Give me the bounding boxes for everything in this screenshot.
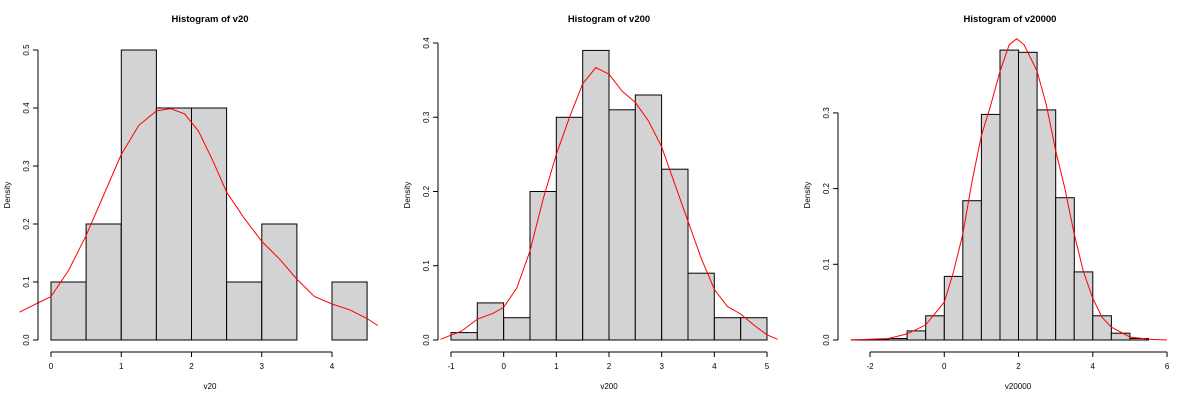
x-tick-label: 4 [712, 362, 717, 371]
y-tick-label: 0.1 [22, 276, 31, 288]
y-tick-label: 0.2 [822, 182, 831, 194]
histogram-bar [476, 302, 505, 341]
histogram-bar [120, 49, 157, 341]
histogram-bar [1036, 109, 1057, 341]
x-tick-label: 5 [765, 362, 770, 371]
histogram-bar [503, 317, 531, 341]
chart-title: Histogram of v20000 [964, 14, 1057, 25]
x-tick-label: 2 [1016, 362, 1021, 371]
y-tick-label: 0.0 [822, 334, 831, 346]
y-tick-label: 0.5 [22, 44, 31, 56]
histogram-bars [50, 49, 368, 341]
x-tick-label: 6 [1165, 362, 1170, 371]
y-tick-label: 0.4 [22, 102, 31, 114]
histogram-bar [261, 223, 298, 341]
y-axis: 0.0 0.1 0.2 0.3 0.4 [422, 37, 439, 346]
histogram-bar [888, 338, 908, 341]
x-axis: 0 1 2 3 4 [49, 351, 335, 371]
density-curve [851, 38, 1168, 341]
histogram-bar [687, 272, 715, 341]
x-tick-label: 1 [554, 362, 559, 371]
x-tick-label: 4 [330, 362, 335, 371]
y-axis: 0.0 0.1 0.2 0.3 [822, 107, 839, 346]
x-axis-label: v20 [204, 382, 217, 391]
chart-title: Histogram of v200 [568, 14, 650, 25]
x-tick-label: 1 [119, 362, 124, 371]
y-tick-label: 0.3 [822, 107, 831, 119]
y-axis-label: Density [3, 182, 12, 209]
density-line [440, 66, 778, 340]
panel-v200: Histogram of v200 Density v200 0.0 0.1 0.2… [403, 14, 778, 391]
density-line [19, 108, 378, 326]
panel-v20: Histogram of v20 Density v20 0.00.10.20.… [3, 14, 378, 391]
histogram-bar [1110, 332, 1131, 341]
histogram-bar [661, 168, 689, 341]
histogram-bar [1018, 51, 1038, 341]
y-axis-label: Density [803, 182, 812, 209]
histogram-bar [331, 281, 368, 341]
x-tick-label: -2 [866, 362, 874, 371]
histogram-bar [962, 200, 982, 341]
y-tick-label: 0.4 [422, 37, 431, 49]
histogram-bar [85, 223, 122, 341]
histogram-bar [529, 191, 557, 341]
chart-title: Histogram of v20 [171, 14, 248, 25]
y-axis: 0.0 0.1 0.2 0.3 0.4 0.5 [22, 44, 39, 346]
histogram-bar [608, 109, 636, 341]
y-axis-label: Density [403, 182, 412, 209]
y-tick-label: 0.3 [422, 111, 431, 123]
x-axis-label: v20000 [1005, 382, 1032, 391]
histogram-bar [925, 315, 945, 341]
y-tick-label: 0.2 [22, 218, 31, 230]
x-axis: -1 0 1 2 3 4 5 [447, 351, 770, 371]
density-line [851, 38, 1168, 341]
density-curve [19, 108, 378, 326]
density-curve [440, 66, 778, 340]
histogram-bars [450, 49, 768, 341]
x-tick-label: 2 [607, 362, 612, 371]
histogram-bar [1073, 271, 1094, 341]
histogram-bar [713, 317, 742, 341]
histogram-bar [1055, 197, 1075, 341]
histogram-bar [191, 107, 228, 341]
x-tick-label: 4 [1091, 362, 1096, 371]
histogram-bar [999, 49, 1020, 341]
histogram-bar [740, 317, 768, 341]
y-tick-label: 0.0 [422, 334, 431, 346]
histogram-bar [980, 113, 1001, 341]
x-tick-label: 2 [189, 362, 194, 371]
histogram-bar [1092, 315, 1112, 341]
histogram-bar [582, 49, 610, 341]
x-tick-label: -1 [447, 362, 455, 371]
histogram-bar [555, 116, 584, 341]
y-tick-label: 0.3 [22, 160, 31, 172]
x-tick-label: 3 [260, 362, 265, 371]
y-tick-label: 0.2 [422, 185, 431, 197]
histogram-bar [634, 94, 663, 341]
x-tick-label: 0 [942, 362, 947, 371]
histogram-bar [943, 275, 964, 341]
y-tick-label: 0.1 [822, 258, 831, 270]
y-tick-label: 0.1 [422, 260, 431, 272]
histogram-bar [50, 281, 87, 341]
histogram-bar [155, 107, 192, 341]
panel-v20000: Histogram of v20000 Density v20000 0.00.… [803, 14, 1170, 391]
x-axis-label: v200 [600, 382, 618, 391]
y-tick-label: 0.0 [22, 334, 31, 346]
x-axis: -2 0 2 4 6 [866, 351, 1170, 371]
x-tick-label: 0 [501, 362, 506, 371]
histogram-bar [226, 281, 263, 341]
x-tick-label: 3 [659, 362, 664, 371]
x-tick-label: 0 [49, 362, 54, 371]
histogram-bars [850, 49, 1150, 341]
